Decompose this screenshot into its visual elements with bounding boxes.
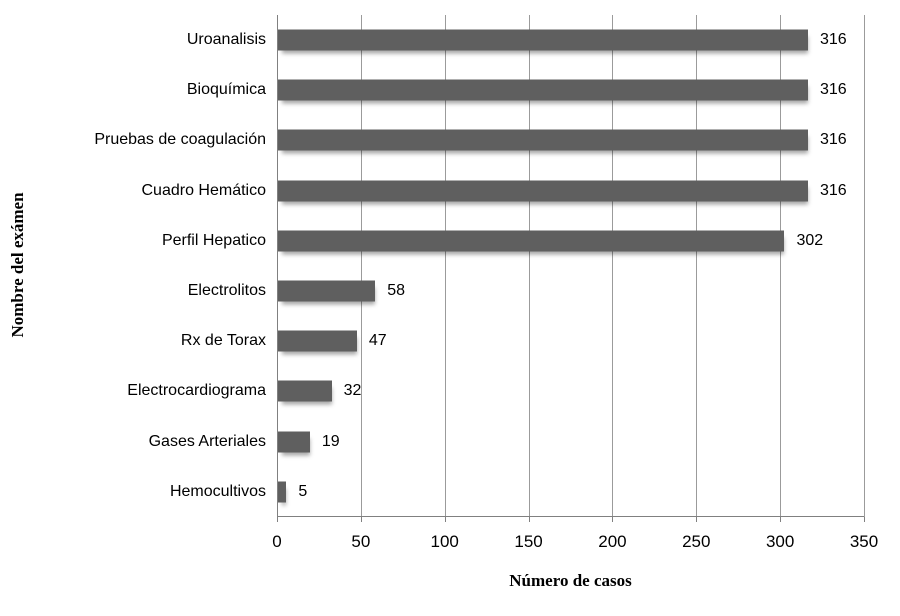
gridline bbox=[444, 15, 446, 517]
x-tick-label: 200 bbox=[598, 532, 627, 551]
x-axis-ticks: 0 50 100 150 200 250 300 350 bbox=[272, 517, 878, 562]
bar-row: Electrolitos 58 bbox=[188, 266, 864, 316]
value-label: 316 bbox=[819, 31, 847, 49]
gridline bbox=[612, 15, 614, 517]
tick-mark bbox=[612, 517, 614, 522]
x-tick-label: 0 bbox=[272, 532, 282, 551]
gridline bbox=[780, 15, 782, 517]
category-label: Perfil Hepatico bbox=[161, 231, 266, 249]
value-label: 58 bbox=[387, 282, 406, 300]
gridline bbox=[528, 15, 530, 517]
x-tick-label: 250 bbox=[682, 532, 711, 551]
bar-row: Bioquímica 316 bbox=[187, 65, 864, 115]
tick-mark bbox=[696, 517, 698, 522]
category-label: Bioquímica bbox=[186, 81, 266, 99]
bar-row: Cuadro Hemático 316 bbox=[142, 166, 864, 216]
gridline bbox=[864, 15, 865, 517]
value-label: 316 bbox=[819, 81, 847, 99]
bar bbox=[278, 129, 808, 151]
bar-rows: Uroanalisis 316 Bioquímica 316 Pruebas de co… bbox=[94, 15, 864, 517]
tick-mark bbox=[864, 517, 865, 522]
category-label: Uroanalisis bbox=[186, 31, 266, 49]
y-axis-line bbox=[277, 15, 278, 517]
tick-mark bbox=[780, 517, 782, 522]
x-axis-line bbox=[277, 516, 864, 517]
bar-row: Gases Arteriales 19 bbox=[149, 417, 864, 467]
bar bbox=[278, 180, 808, 202]
x-axis-title: Número de casos bbox=[509, 571, 632, 590]
bar bbox=[278, 431, 310, 453]
value-label: 316 bbox=[819, 181, 847, 199]
bar-row: Pruebas de coagulación 316 bbox=[94, 115, 864, 165]
value-label: 32 bbox=[343, 382, 362, 400]
value-label: 5 bbox=[298, 482, 308, 500]
x-tick-label: 300 bbox=[765, 532, 795, 551]
bar bbox=[278, 481, 287, 503]
value-label: 302 bbox=[796, 231, 824, 249]
x-tick-label: 350 bbox=[849, 532, 879, 551]
bar bbox=[278, 230, 785, 252]
bar bbox=[278, 79, 808, 101]
value-label: 19 bbox=[321, 432, 340, 450]
gridline bbox=[360, 15, 362, 517]
value-label: 316 bbox=[819, 131, 847, 149]
bar-row: Perfil Hepatico 302 bbox=[162, 216, 864, 266]
x-tick-label: 150 bbox=[514, 532, 543, 551]
bar-row: Electrocardiograma 32 bbox=[127, 366, 864, 416]
category-label: Rx de Torax bbox=[180, 332, 266, 350]
category-label: Electrolitos bbox=[187, 282, 266, 300]
bar bbox=[278, 280, 376, 302]
plot-area: Uroanalisis 316 Bioquímica 316 Pruebas de co… bbox=[94, 15, 865, 517]
tick-mark bbox=[277, 517, 278, 522]
tick-mark bbox=[360, 517, 362, 522]
category-label: Electrocardiograma bbox=[127, 382, 266, 400]
category-label: Gases Arteriales bbox=[148, 432, 266, 450]
tick-mark bbox=[528, 517, 530, 522]
tick-mark bbox=[444, 517, 446, 522]
bar-row: Hemocultivos 5 bbox=[170, 467, 864, 517]
category-label: Cuadro Hemático bbox=[141, 181, 267, 199]
y-axis-title: Nombre del exámen bbox=[8, 192, 27, 338]
bar-row: Uroanalisis 316 bbox=[187, 15, 864, 65]
bar bbox=[278, 330, 357, 352]
category-label: Pruebas de coagulación bbox=[94, 131, 266, 149]
x-tick-label: 50 bbox=[351, 532, 371, 551]
bar bbox=[278, 380, 332, 402]
gridline bbox=[696, 15, 698, 517]
x-tick-label: 100 bbox=[430, 532, 459, 551]
category-label: Hemocultivos bbox=[169, 482, 266, 500]
bar bbox=[278, 29, 808, 51]
bar-row: Rx de Torax 47 bbox=[181, 316, 864, 366]
value-label: 47 bbox=[368, 332, 387, 350]
